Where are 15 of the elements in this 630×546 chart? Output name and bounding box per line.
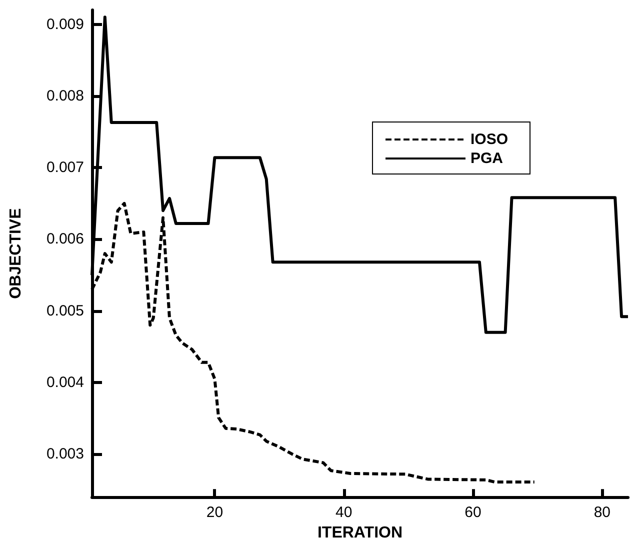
y-axis-title: OBJECTIVE xyxy=(8,208,24,299)
y-tick-label: 0.007 xyxy=(46,159,84,176)
y-tick-label: 0.005 xyxy=(46,302,84,320)
text: PGA xyxy=(470,150,504,167)
y-tick-label: 0.006 xyxy=(46,230,84,248)
x-axis-title: ITERATION xyxy=(317,524,403,542)
x-tick-label: 40 xyxy=(336,504,352,522)
y-tick-label: 0.008 xyxy=(46,87,84,104)
x-tick-label: 60 xyxy=(464,504,482,522)
text: IOSO xyxy=(470,131,508,148)
x-tick-label: 80 xyxy=(594,504,611,522)
y-tick-label: 0.003 xyxy=(46,446,84,463)
x-tick-label: 20 xyxy=(206,504,224,522)
y-tick-label: 0.004 xyxy=(46,374,84,391)
y-tick-label: 0.009 xyxy=(46,16,84,33)
